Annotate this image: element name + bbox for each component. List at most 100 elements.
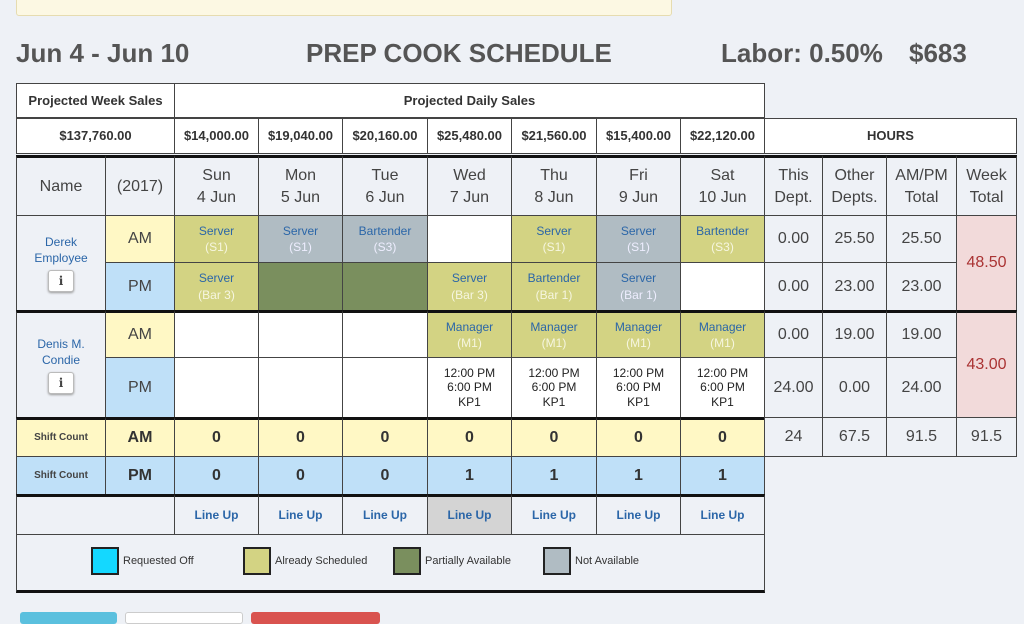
hours-value: 0.00 [777,277,810,295]
shift-cell[interactable] [342,262,428,311]
legend-label: Requested Off [123,555,194,567]
shift-cell[interactable]: Manager (M1) [427,310,512,358]
lineup-button[interactable]: Line Up [258,494,343,535]
hours-value: 25.50 [822,215,887,263]
shift-cell[interactable] [342,310,428,358]
shift-cell[interactable] [258,262,343,311]
shift-count-label: Shift Count [16,417,106,457]
day-name: Sun [202,166,231,184]
shift-cell[interactable]: Server (S1) [511,215,597,263]
shift-station: (S1) [205,240,228,254]
value: 0 [212,466,221,484]
hours-value: 23.00 [834,277,875,295]
shift-count-am: AM [105,417,175,457]
daily-sales-2: $20,160.00 [342,118,428,154]
shift-cell[interactable]: 12:00 PM 6:00 PM KP1 [511,357,597,418]
label: Projected Week Sales [28,92,163,108]
shift-cell[interactable]: Manager (M1) [596,310,681,358]
value: 0 [380,466,390,484]
lineup-button[interactable]: Line Up [427,494,512,535]
value: $20,160.00 [352,128,418,144]
employee-name[interactable]: Employee [34,251,88,265]
lineup-button[interactable]: Line Up [680,494,765,535]
shift-count-value: 1 [680,456,765,495]
shift-cell[interactable]: Bartender (S3) [342,215,428,263]
info-button[interactable]: i [48,372,74,395]
day-header-6: Sat 10 Jun [680,155,765,216]
lineup-button[interactable]: Line Up [511,494,597,535]
shift-cell[interactable]: Server (S1) [258,215,343,263]
legend-swatch [91,547,119,575]
shift-cell[interactable]: Server (Bar 3) [174,262,259,311]
shift-note: KP1 [711,394,734,409]
shift-cell[interactable]: 12:00 PM 6:00 PM KP1 [680,357,765,418]
day-date: 8 Jun [534,188,574,206]
employee-name[interactable]: Derek [44,234,77,249]
employee-name[interactable]: Denis M. [37,336,85,351]
hours-value: 25.50 [886,215,957,263]
shift-station: (Bar 1) [620,287,657,302]
shift-cell[interactable]: Server (Bar 1) [596,262,681,311]
day-header-1: Mon 5 Jun [258,155,343,216]
week-total-cell: 48.50 [956,215,1017,311]
hours-value: 0.00 [764,262,823,311]
hours-col-header-1: Other Depts. [822,155,887,216]
shift-cell[interactable] [174,310,259,358]
value: $22,120.00 [689,128,756,144]
shift-role: Server [198,271,235,286]
shift-count-value: 0 [174,456,259,495]
lineup-label: Line Up [532,508,576,523]
label: Shift Count [34,469,88,481]
employee-name[interactable]: Condie [41,353,81,367]
hours-value: 19.00 [822,310,887,358]
week-total: 48.50 [966,254,1007,272]
shift-role: Manager [445,319,494,334]
daily-sales-0: $14,000.00 [174,118,259,154]
page-title: PREP COOK SCHEDULE [306,38,612,68]
shift-cell[interactable]: Server (S1) [174,215,259,263]
hours-value: 24.00 [773,378,814,396]
lineup-label: Line Up [447,508,492,523]
action-button-3[interactable] [251,612,380,624]
label: Other [834,166,875,184]
total-hours: 67.5 [822,417,887,457]
shift-cell[interactable] [342,357,428,418]
legend-item: Not Available [543,547,639,575]
shift-cell[interactable]: 12:00 PM 6:00 PM KP1 [596,357,681,418]
action-button-2[interactable] [125,612,243,624]
shift-cell[interactable] [680,262,765,311]
shift-cell[interactable] [174,357,259,418]
daily-sales-6: $22,120.00 [680,118,765,154]
shift-cell[interactable] [258,310,343,358]
value: 24 [784,428,803,446]
shift-role: Server [451,271,488,286]
shift-cell[interactable]: Manager (M1) [680,310,765,358]
shift-cell[interactable] [258,357,343,418]
value: 67.5 [838,428,871,446]
shift-cell[interactable]: 12:00 PM 6:00 PM KP1 [427,357,512,418]
pm-label: PM [105,262,175,311]
action-button-1[interactable] [20,612,117,624]
shift-station: (Bar 1) [535,287,573,302]
lineup-label: Line Up [700,508,745,523]
shift-cell[interactable]: Server (Bar 3) [427,262,512,311]
label: Total [904,188,939,206]
lineup-button[interactable]: Line Up [342,494,428,535]
week-sales-total: $137,760.00 [16,118,175,154]
shift-cell[interactable] [427,215,512,263]
shift-cell[interactable]: Manager (M1) [511,310,597,358]
shift-cell[interactable]: Bartender (Bar 1) [511,262,597,311]
labor-percent: Labor: 0.50% [721,38,883,68]
info-button[interactable]: i [48,270,74,293]
daily-sales-header: Projected Daily Sales [174,83,765,118]
lineup-button[interactable]: Line Up [174,494,259,535]
shift-note: 6:00 PM [616,380,661,395]
shift-count-value: 0 [680,417,765,457]
legend-item: Partially Available [393,547,511,575]
shift-station: (M1) [541,336,567,350]
day-header-4: Thu 8 Jun [511,155,597,216]
shift-cell[interactable]: Server (S1) [596,215,681,263]
shift-cell[interactable]: Bartender (S3) [680,215,765,263]
lineup-button[interactable]: Line Up [596,494,681,535]
shift-note: KP1 [542,394,566,409]
